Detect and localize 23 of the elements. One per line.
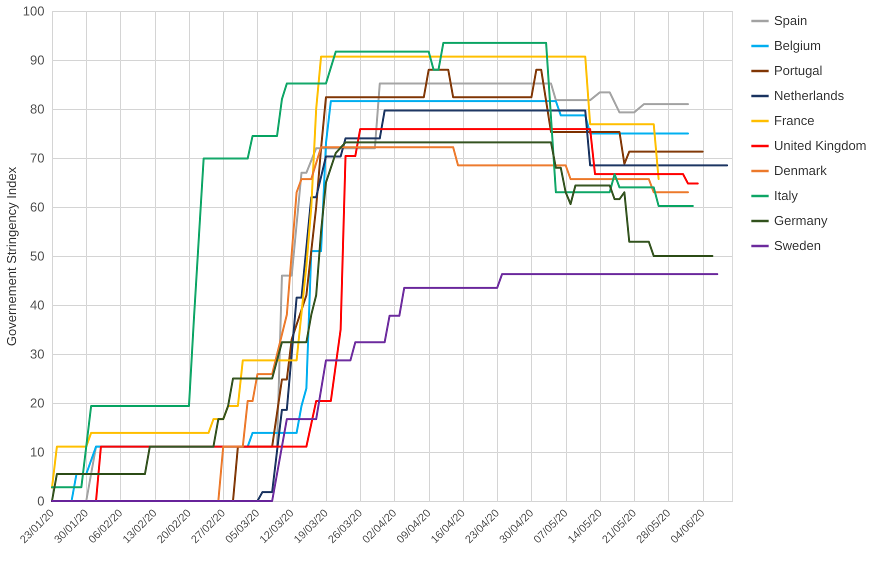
y-axis-title: Governement Stringency Index [4,166,19,346]
legend-label: Sweden [774,238,821,253]
y-tick-label: 70 [30,150,44,166]
y-tick-label: 20 [30,396,44,410]
line-series [51,273,718,502]
legend-label: Italy [774,188,798,203]
y-tick-label: 60 [30,200,44,214]
y-tick-label: 50 [30,248,44,264]
legend-label: Germany [774,213,828,228]
y-tick-label: 100 [22,4,44,18]
y-tick-label: 40 [30,298,44,312]
legend-label: Belgium [774,38,821,53]
y-tick-label: 30 [30,346,44,362]
legend-label: Denmark [774,163,828,178]
y-tick-label: 90 [30,52,44,68]
y-tick-label: 0 [37,494,44,508]
legend-label: Portugal [774,63,823,78]
legend-label: United Kingdom [774,138,866,153]
legend-label: France [774,113,814,128]
y-tick-label: 80 [30,102,44,116]
legend-label: Spain [774,13,808,28]
legend-label: Netherlands [774,88,845,103]
y-tick-label: 10 [30,444,44,460]
